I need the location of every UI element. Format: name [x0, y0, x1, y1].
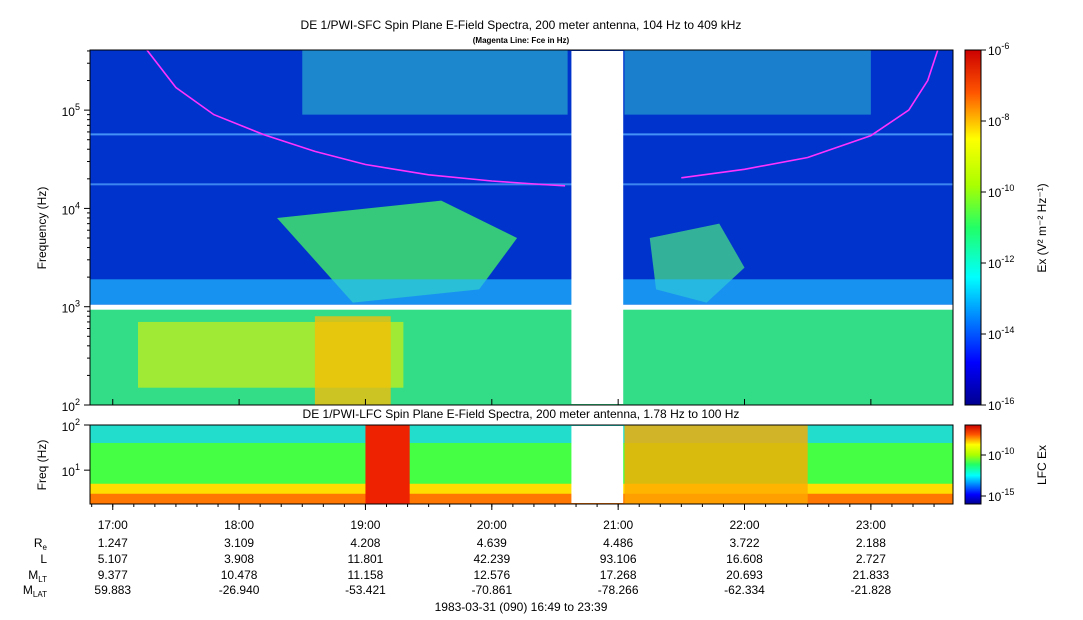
lfc-colorbar-label: LFC Ex	[1035, 445, 1049, 485]
ephemeris-value: 2.188	[856, 536, 886, 550]
ephemeris-value: 20.693	[726, 568, 763, 582]
time-tick-label: 23:00	[856, 518, 886, 532]
ephemeris-value: 3.109	[224, 536, 254, 550]
lfc-plot-frame	[89, 424, 954, 505]
ephemeris-row-label: L	[40, 552, 47, 566]
ephemeris-value: 3.908	[224, 552, 254, 566]
sfc-colorbar-tick-label: 10-14	[988, 325, 1014, 342]
lfc-band-high	[90, 425, 953, 443]
lfc-spectrogram	[90, 425, 953, 504]
sfc-colorbar-tick-label: 10-6	[988, 41, 1009, 58]
sfc-colorbar-tick-label: 10-12	[988, 254, 1014, 271]
lfc-colorbar-tick-label: 10-15	[988, 487, 1014, 504]
lfc-colorbar-tick-label: 10-10	[988, 446, 1014, 463]
ephemeris-value: 2.727	[856, 552, 886, 566]
sfc-plot-frame	[89, 49, 954, 406]
ephemeris-value: 11.801	[348, 552, 384, 566]
ephemeris-value: 59.883	[94, 583, 131, 597]
lfc-burst-b	[624, 425, 808, 504]
lfc-title: DE 1/PWI-LFC Spin Plane E-Field Spectra,…	[303, 407, 740, 421]
lfc-ytick-label: 101	[62, 462, 80, 479]
ephemeris-value: 17.268	[600, 568, 637, 582]
ephemeris-value: 1.247	[98, 536, 128, 550]
sfc-ylabel: Frequency (Hz)	[35, 187, 49, 270]
time-tick-label: 20:00	[477, 518, 507, 532]
sfc-colorbar-label: Ex (V² m⁻² Hz⁻¹)	[1035, 183, 1049, 272]
sfc-colorbar-tick-label: 10-8	[988, 112, 1009, 129]
ephemeris-value: -78.266	[598, 583, 639, 597]
lfc-ylabel: Freq (Hz)	[35, 440, 49, 491]
ephemeris-value: 42.239	[473, 552, 510, 566]
lfc-ytick-label: 102	[62, 417, 80, 434]
time-tick-label: 18:00	[224, 518, 254, 532]
ephemeris-value: 5.107	[98, 552, 128, 566]
sfc-band-low-peak	[314, 316, 391, 405]
lfc-burst-a	[365, 425, 410, 504]
sfc-colorbar	[964, 49, 982, 406]
sfc-receiver-gap	[90, 304, 953, 310]
time-tick-label: 21:00	[603, 518, 633, 532]
sfc-line-18khz	[90, 183, 953, 186]
sfc-ytick-label: 104	[62, 200, 80, 217]
sfc-band-high-a	[302, 50, 568, 115]
time-tick-label: 17:00	[98, 518, 128, 532]
lfc-colorbar	[964, 424, 982, 505]
ephemeris-value: -53.421	[345, 583, 386, 597]
time-tick-label: 22:00	[729, 518, 759, 532]
sfc-ytick-label: 103	[62, 299, 80, 316]
ephemeris-value: -21.828	[851, 583, 892, 597]
sfc-spectrogram	[90, 50, 953, 405]
ephemeris-value: 11.158	[348, 568, 384, 582]
sfc-ytick-label: 102	[62, 397, 80, 414]
ephemeris-value: 21.833	[853, 568, 890, 582]
ephemeris-value: 9.377	[98, 568, 128, 582]
sfc-band-mid-a	[277, 200, 518, 303]
lfc-band-lowest	[90, 493, 953, 504]
ephemeris-value: -62.334	[724, 583, 765, 597]
sfc-ytick-label: 105	[62, 102, 80, 119]
time-tick-label: 19:00	[350, 518, 380, 532]
sfc-colorbar-tick-label: 10-16	[988, 396, 1014, 413]
ephemeris-row-label: MLT	[28, 568, 47, 584]
sfc-colorbar-tick-label: 10-10	[988, 183, 1014, 200]
ephemeris-value: 3.722	[729, 536, 759, 550]
fce-line-segment-2	[681, 50, 939, 179]
ephemeris-value: -70.861	[471, 583, 512, 597]
lfc-data-gap	[571, 426, 624, 503]
ephemeris-value: 4.639	[477, 536, 507, 550]
footer-daterange: 1983-03-31 (090) 16:49 to 23:39	[435, 600, 608, 614]
ephemeris-row-label: Re	[34, 536, 48, 552]
ephemeris-value: 93.106	[600, 552, 637, 566]
sfc-band-high-b	[624, 50, 871, 115]
sfc-title: DE 1/PWI-SFC Spin Plane E-Field Spectra,…	[301, 18, 742, 32]
ephemeris-value: 16.608	[726, 552, 763, 566]
ephemeris-value: 10.478	[221, 568, 258, 582]
sfc-band-1khz	[90, 279, 953, 305]
sfc-subtitle: (Magenta Line: Fce in Hz)	[473, 36, 570, 45]
fce-line-segment-1	[146, 50, 566, 187]
ephemeris-value: 4.208	[350, 536, 380, 550]
sfc-data-gap	[571, 51, 624, 404]
ephemeris-value: 12.576	[473, 568, 510, 582]
ephemeris-value: -26.940	[219, 583, 260, 597]
ephemeris-value: 4.486	[603, 536, 633, 550]
sfc-line-58khz	[90, 133, 953, 136]
ephemeris-row-label: MLAT	[23, 583, 47, 599]
